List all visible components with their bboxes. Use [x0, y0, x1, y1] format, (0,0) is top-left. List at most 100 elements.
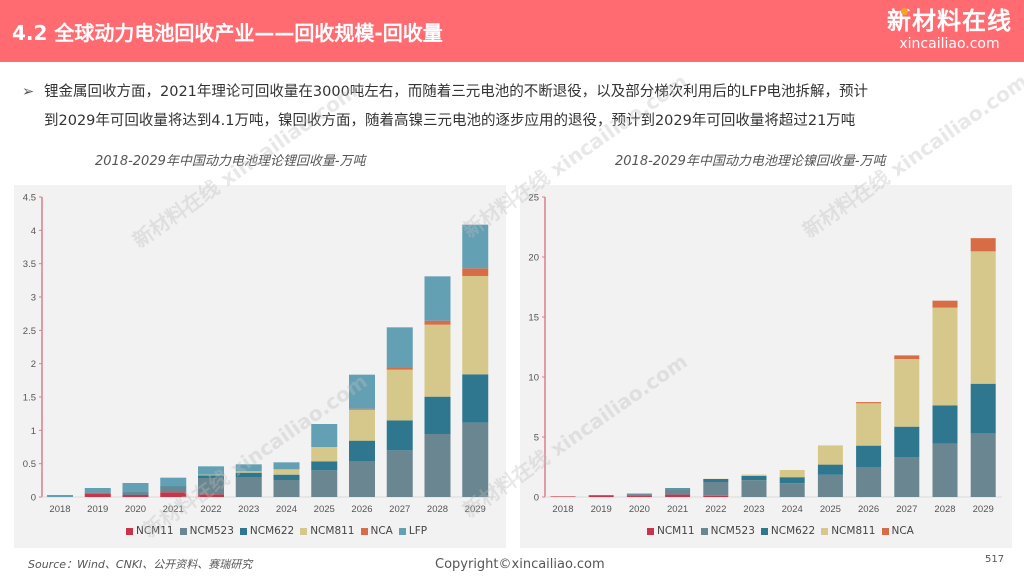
x-tick-label: 2025: [820, 504, 841, 515]
x-tick-label: 2024: [782, 504, 803, 515]
bar-ncm523-2026: [349, 461, 375, 497]
bar-ncm622-2024: [273, 474, 300, 480]
page-title: 4.2 全球动力电池回收产业——回收规模-回收量: [12, 21, 443, 45]
legend-nickel: NCM11 NCM523 NCM622 NCM811 NCA: [647, 525, 914, 537]
bar-ncm811-2028: [424, 324, 451, 397]
x-tick-label: 2023: [743, 504, 764, 515]
bar-ncm622-2021: [160, 486, 187, 487]
legend-item-ncm523: NCM523: [179, 525, 234, 537]
header-bar: 4.2 全球动力电池回收产业——回收规模-回收量 新材料在线 xincailia…: [0, 0, 1024, 62]
bar-ncm523-2029: [970, 433, 996, 497]
bar-ncm11-2022: [198, 494, 224, 497]
bar-nca-2028: [932, 300, 958, 308]
bar-ncm622-2029: [970, 383, 996, 434]
bar-ncm523-2019: [84, 492, 111, 494]
x-tick-label: 2026: [351, 504, 372, 515]
x-tick-label: 2018: [49, 504, 70, 515]
x-tick-label: 2025: [314, 504, 335, 515]
chart-title-nickel: 2018-2029年中国动力电池理论镍回收量-万吨: [615, 154, 886, 169]
y-tick-label: 5: [534, 433, 539, 444]
y-tick-label: 0: [534, 493, 539, 504]
legend-item-lfp: LFP: [398, 525, 427, 537]
bar-ncm811-2026: [349, 409, 375, 441]
bar-ncm11-2021: [160, 492, 187, 497]
legend-swatch: [360, 527, 368, 535]
bar-nca-2026: [349, 408, 375, 410]
bar-ncm622-2026: [856, 445, 882, 467]
y-tick-label: 25: [528, 193, 539, 204]
bar-ncm622-2021: [665, 488, 691, 490]
y-tick-label: 2: [31, 359, 36, 370]
bar-ncm622-2024: [779, 477, 805, 484]
bar-ncm11-2019: [588, 495, 614, 497]
legend-item-nca: NCA: [881, 525, 914, 537]
y-tick-label: 2.5: [23, 326, 36, 337]
y-tick-label: 1.5: [23, 393, 36, 404]
bar-ncm523-2022: [198, 478, 224, 495]
chart-panel-nickel: 0 5 10 15 20 25 2018 2019 2020 2021 2022 2023 2024 20…: [520, 185, 1012, 548]
bar-lfp-2020: [122, 483, 149, 492]
bar-ncm523-2027: [386, 450, 413, 497]
bar-ncm622-2028: [932, 405, 958, 444]
bar-lfp-2027: [386, 327, 413, 368]
y-tick-label: 0.5: [23, 459, 36, 470]
logo-url: xincailiao.com: [899, 36, 1000, 52]
legend-item-ncm622: NCM622: [239, 525, 295, 537]
bar-ncm523-2021: [160, 487, 187, 493]
x-tick-label: 2027: [389, 504, 410, 515]
bullet-line-1: 锂金属回收方面，2021年理论可回收量在3000吨左右，而随着三元电池的不断退役…: [44, 84, 868, 100]
bar-ncm523-2020: [626, 494, 652, 497]
bar-ncm811-2025: [311, 447, 338, 462]
logo: 新材料在线 xincailiao.com: [887, 6, 1012, 52]
legend-item-ncm11: NCM11: [647, 525, 695, 537]
bar-ncm622-2027: [894, 426, 920, 458]
legend-swatch: [398, 527, 406, 535]
bar-ncm811-2023: [235, 471, 262, 473]
x-tick-label: 2029: [465, 504, 486, 515]
bar-lfp-2022: [198, 466, 224, 475]
legend-label: NCM622: [249, 525, 295, 537]
bar-ncm523-2025: [817, 474, 843, 497]
x-tick-label: 2026: [858, 504, 879, 515]
legend-swatch: [760, 527, 768, 535]
bar-ncm811-2024: [779, 470, 805, 478]
bar-ncm11-2020: [122, 495, 149, 497]
legend-label: NCM523: [189, 525, 234, 537]
x-tick-label: 2018: [552, 504, 573, 515]
y-tick-label: 4.5: [23, 193, 36, 204]
x-tick-label: 2020: [629, 504, 650, 515]
bar-ncm11-2018: [550, 496, 576, 497]
bar-ncm11-2019: [84, 493, 111, 497]
bar-ncm523-2022: [703, 482, 729, 496]
page-number: 517: [985, 554, 1005, 565]
x-tick-label: 2028: [427, 504, 448, 515]
chart-title-lithium: 2018-2029年中国动力电池理论锂回收量-万吨: [95, 154, 366, 169]
bar-ncm523-2026: [856, 467, 882, 497]
legend-item-nca: NCA: [360, 525, 393, 537]
y-tick-label: 0: [31, 493, 36, 504]
y-tick-label: 3: [31, 293, 36, 304]
bar-ncm11-2020: [626, 496, 652, 497]
bar-ncm811-2028: [932, 307, 958, 406]
bar-ncm811-2025: [817, 445, 843, 465]
copyright: Copyright©xincailiao.com: [435, 557, 605, 572]
legend-swatch: [647, 527, 654, 535]
bar-nca-2027: [894, 355, 920, 359]
bar-ncm811-2023: [741, 474, 767, 476]
bar-ncm523-2024: [273, 480, 300, 497]
bar-ncm622-2028: [424, 396, 451, 434]
bar-ncm622-2025: [311, 461, 338, 471]
bar-lfp-2029: [462, 224, 489, 269]
legend-label: NCA: [370, 525, 393, 537]
bar-lfp-2025: [311, 424, 338, 447]
legend-item-ncm811: NCM811: [821, 525, 876, 537]
x-tick-label: 2027: [896, 504, 917, 515]
bar-nca-2026: [856, 402, 882, 404]
bar-ncm622-2020: [122, 491, 149, 493]
bar-ncm622-2025: [817, 464, 843, 475]
x-tick-label: 2020: [125, 504, 146, 515]
x-tick-label: 2019: [87, 504, 108, 515]
bar-ncm523-2025: [311, 470, 338, 497]
bar-ncm523-2024: [779, 483, 805, 497]
